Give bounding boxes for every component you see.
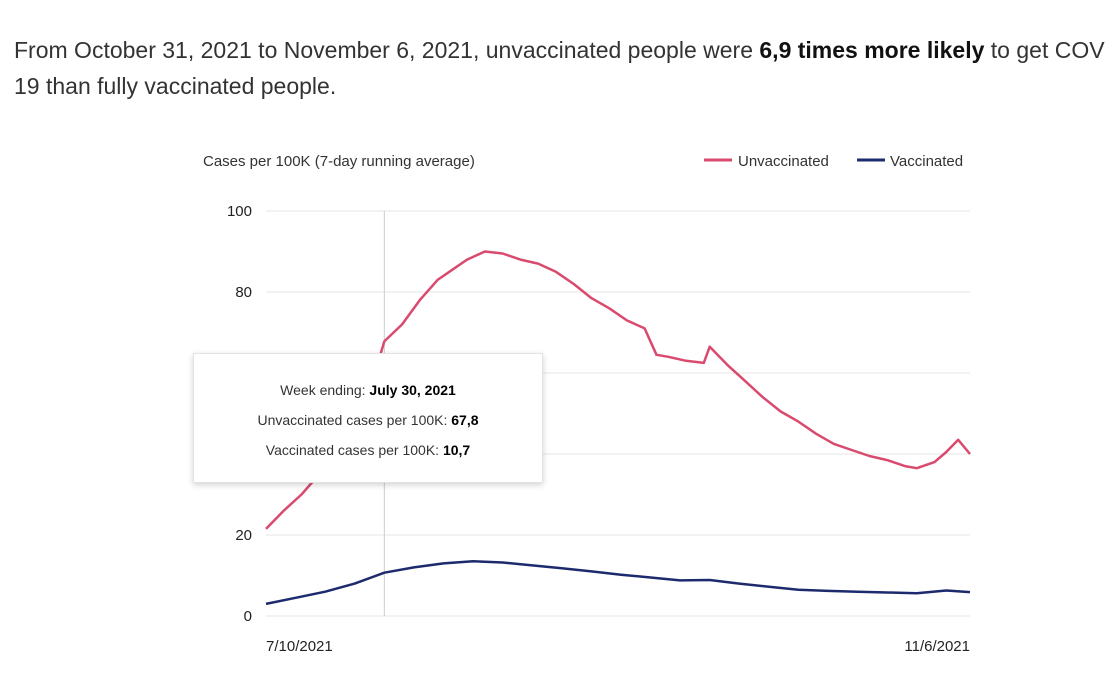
intro-pre: From October 31, 2021 to November 6, 202… — [14, 37, 760, 63]
tooltip-unvax-label: Unvaccinated cases per 100K: — [257, 412, 452, 428]
tooltip-unvax-row: Unvaccinated cases per 100K: 67,8 — [194, 410, 542, 440]
intro-line2: 19 than fully vaccinated people. — [14, 73, 337, 99]
y-tick-label-0: 0 — [244, 608, 252, 625]
tooltip-week-label: Week ending: — [280, 382, 370, 398]
y-tick-label-80: 80 — [235, 284, 252, 301]
axis-labels-layer: 100 80 20 0 7/10/2021 11/6/2021 Cases per 100K… — [203, 153, 970, 655]
tooltip-week-row: Week ending: July 30, 2021 — [194, 380, 542, 410]
series-line-unvaccinated — [265, 250, 971, 530]
y-tick-label-100: 100 — [227, 203, 252, 220]
series-line-vaccinated — [265, 560, 971, 606]
legend-label-vaccinated: Vaccinated — [890, 153, 963, 170]
tooltip-unvax-value: 67,8 — [451, 412, 479, 428]
tooltip-vax-value: 10,7 — [442, 442, 471, 458]
y-axis-label: Cases per 100K (7-day running average) — [203, 153, 475, 170]
tooltip-vax-row: Vaccinated cases per 100K: 10,7 — [194, 440, 542, 470]
x-tick-label-end: 11/6/2021 — [904, 638, 970, 655]
intro-bold: 6,9 times more likely — [759, 37, 985, 63]
tooltip: Week ending: July 30, 2021 Unvaccinated … — [193, 353, 543, 483]
legend: Unvaccinated Vaccinated — [704, 153, 963, 170]
y-tick-label-20: 20 — [235, 527, 252, 544]
tooltip-week-value: July 30, 2021 — [369, 382, 456, 398]
intro-post: to get COV — [984, 37, 1105, 63]
series-layer — [265, 250, 971, 606]
tooltip-vax-label: Vaccinated cases per 100K: — [265, 442, 443, 458]
line-chart: 100 80 20 0 7/10/2021 11/6/2021 Cases per 100K… — [203, 153, 971, 655]
intro-text: From October 31, 2021 to November 6, 202… — [14, 32, 1105, 104]
legend-label-unvaccinated: Unvaccinated — [738, 153, 829, 170]
x-tick-label-start: 7/10/2021 — [266, 638, 333, 655]
chart-container: 100 80 20 0 7/10/2021 11/6/2021 Cases per 100K… — [0, 130, 1105, 681]
